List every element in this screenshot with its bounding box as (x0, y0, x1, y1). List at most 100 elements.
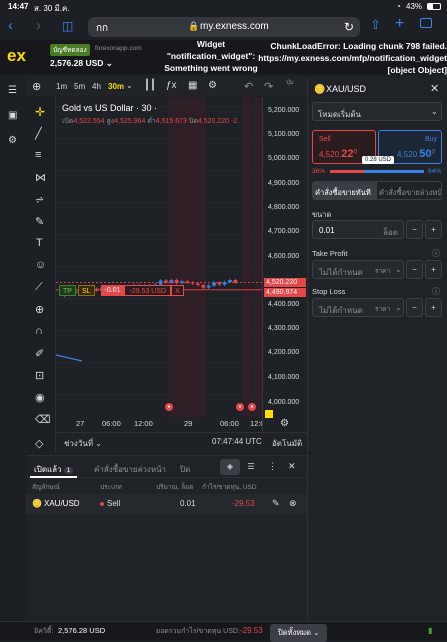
pencil-lock-icon[interactable]: ✐ (35, 348, 45, 360)
text-tool-icon[interactable]: T (36, 237, 43, 249)
chevron-down-icon[interactable]: ⌄ (395, 303, 402, 312)
close-positions-icon[interactable]: ✕ (288, 461, 296, 471)
indicators-icon[interactable]: ƒx (166, 80, 177, 91)
fib-icon[interactable]: ⩫ (35, 194, 45, 206)
tab-pending-positions[interactable]: คำสั่งซื้อขายล่วงหน้า (94, 465, 167, 474)
url-text[interactable]: my.exness.com (200, 21, 269, 32)
close-panel-icon[interactable]: ✕ (430, 83, 440, 95)
price-tick: 4,800.000 (268, 204, 300, 211)
calendar-icon[interactable]: ▣ (8, 110, 18, 121)
emoji-icon[interactable]: ☺ (35, 259, 47, 271)
tp-decrease-button[interactable]: − (406, 260, 423, 279)
order-mode-select[interactable]: โหมดเริ่มต้น ⌄ (312, 102, 442, 121)
undo-icon[interactable]: ↶ (244, 81, 254, 93)
edit-position-icon[interactable]: ✎ (272, 498, 280, 508)
chart-settings-gear-icon[interactable]: ⚙ (280, 418, 289, 429)
tab-pending-order[interactable]: คำสั่งซื้อขายล่วงหน้า (379, 188, 441, 197)
back-icon[interactable]: ‹ (8, 17, 13, 34)
status-date: ส. 30 มี.ค. (34, 4, 70, 13)
sl-increase-button[interactable]: + (425, 298, 442, 317)
tab-closed-positions[interactable]: ปิด (180, 465, 191, 474)
chart-bottom-bar: ช่วงวันที่ ⌄ 07:47:44 UTC อัตโนมัติ (56, 432, 307, 452)
zoom-icon[interactable]: ⊕ (35, 304, 45, 316)
tp-button[interactable]: TP (59, 285, 76, 296)
timeframe-4h[interactable]: 4h (92, 82, 101, 91)
magnet-icon[interactable]: ∩ (35, 325, 43, 337)
volume-decrease-button[interactable]: − (406, 220, 423, 239)
close-row-icon[interactable]: ⊗ (289, 498, 297, 508)
settings-icon[interactable]: ⚙ (8, 135, 17, 146)
timeframe-30m[interactable]: 30m (108, 82, 125, 91)
toolbar-more-label[interactable]: ปุ่ม (286, 80, 294, 86)
close-all-button[interactable]: ปิดทั้งหมด ⌄ (270, 624, 328, 642)
chevron-down-icon[interactable]: ⌄ (395, 265, 402, 274)
take-profit-input[interactable]: ไม่ได้กำหนด ราคา ⌄ (312, 260, 404, 279)
stack-icon[interactable]: ☰ (247, 462, 255, 471)
position-volume[interactable]: -0.01 (100, 285, 125, 296)
timeframe-dropdown-icon[interactable]: ⌄ (126, 81, 133, 90)
candle-body (217, 282, 222, 285)
share-icon[interactable]: ⇧ (370, 17, 381, 32)
add-indicator-icon[interactable]: ⊕ (32, 81, 42, 93)
redo-icon[interactable]: ↷ (264, 81, 274, 93)
brush-icon[interactable]: ✎ (35, 216, 45, 228)
app-header: ex บัญชีทดลอง forexonapp.com 2,576.28 US… (0, 39, 447, 75)
sl-info-icon[interactable]: ⓘ (432, 287, 440, 296)
account-balance[interactable]: 2,576.28 USD ⌄ (50, 58, 113, 68)
sl-decrease-button[interactable]: − (406, 298, 423, 317)
table-row[interactable]: 🪙 XAU/USD Sell 0.01 -29.53 ✎ ⊗ (26, 494, 307, 514)
tabs-icon[interactable] (420, 18, 432, 28)
event-marker[interactable]: ● (248, 403, 256, 411)
ruler-icon[interactable]: ⟋ (35, 281, 43, 293)
positions-panel: เปิดแล้ว 1 คำสั่งซื้อขายล่วงหน้า ปิด ◈ ☰… (26, 455, 307, 622)
chart-settings-icon[interactable]: ⚙ (208, 80, 217, 91)
buy-button[interactable]: Buy 4,520.500 (378, 130, 442, 164)
close-position-icon[interactable]: X (171, 285, 184, 296)
menu-icon[interactable]: ☰ (8, 85, 17, 96)
event-marker[interactable]: ● (236, 403, 244, 411)
volume-increase-button[interactable]: + (425, 220, 442, 239)
collapse-tools-icon[interactable]: ◇ (35, 438, 44, 450)
lock-tool-icon[interactable]: ⊡ (35, 370, 45, 382)
new-tab-icon[interactable]: + (395, 15, 405, 32)
candlestick-chart[interactable] (56, 97, 262, 432)
layout-icon[interactable]: ▦ (188, 80, 198, 91)
forward-icon[interactable]: › (36, 17, 41, 34)
bookmarks-icon[interactable]: ◫ (62, 19, 74, 33)
position-tag[interactable]: TP SL -0.01 -29.53 USD X (59, 285, 184, 296)
tp-info-icon[interactable]: ⓘ (432, 249, 440, 258)
tab-market-order[interactable]: คำสั่งซื้อขายทันที (313, 182, 377, 199)
timeframe-5m[interactable]: 5m (74, 82, 86, 91)
reader-icon[interactable]: กก (96, 23, 109, 34)
eye-icon[interactable]: ◉ (35, 392, 45, 404)
sl-button[interactable]: SL (77, 285, 95, 296)
chart-type-icon[interactable]: ┃┃ (144, 80, 157, 91)
channel-icon[interactable]: ≡ (35, 149, 42, 161)
auto-scale-button[interactable]: อัตโนมัติ (272, 439, 303, 448)
tab-open-positions[interactable]: เปิดแล้ว 1 (30, 456, 78, 478)
pattern-icon[interactable]: ⋈ (35, 172, 46, 184)
more-options-icon[interactable]: ⋮ (268, 461, 277, 471)
candle-body (206, 285, 211, 288)
volume-input[interactable]: 0.01 ล็อต (312, 220, 404, 239)
position-pnl[interactable]: -29.53 USD (124, 285, 172, 296)
crosshair-icon[interactable]: ✛ (35, 105, 46, 119)
trendline-icon[interactable]: ╱ (35, 128, 42, 140)
stop-loss-input[interactable]: ไม่ได้กำหนด ราคา ⌄ (312, 298, 404, 317)
price-tick: 4,400.000 (268, 301, 300, 308)
date-range-button[interactable]: ช่วงวันที่ ⌄ (64, 439, 102, 448)
exness-logo[interactable]: ex (7, 46, 26, 65)
timeframe-1m[interactable]: 1m (56, 82, 68, 91)
price-tick: 5,200.000 (268, 107, 300, 114)
candle-body (222, 282, 227, 285)
view-toggle-icon[interactable]: ◈ (220, 459, 240, 475)
price-axis[interactable]: 5,200.000 5,100.000 5,000.000 4,900.000 4,80… (262, 97, 307, 432)
utc-clock[interactable]: 07:47:44 UTC (212, 437, 262, 446)
positions-tabs: เปิดแล้ว 1 คำสั่งซื้อขายล่วงหน้า ปิด ◈ ☰… (26, 456, 307, 478)
event-marker[interactable]: ● (165, 403, 173, 411)
address-bar[interactable]: กก 🔒 my.exness.com ↻ (88, 17, 360, 37)
tp-increase-button[interactable]: + (425, 260, 442, 279)
order-symbol: XAU/USD (326, 84, 367, 94)
reload-icon[interactable]: ↻ (344, 20, 355, 34)
trash-icon[interactable]: ⌫ (35, 414, 51, 426)
